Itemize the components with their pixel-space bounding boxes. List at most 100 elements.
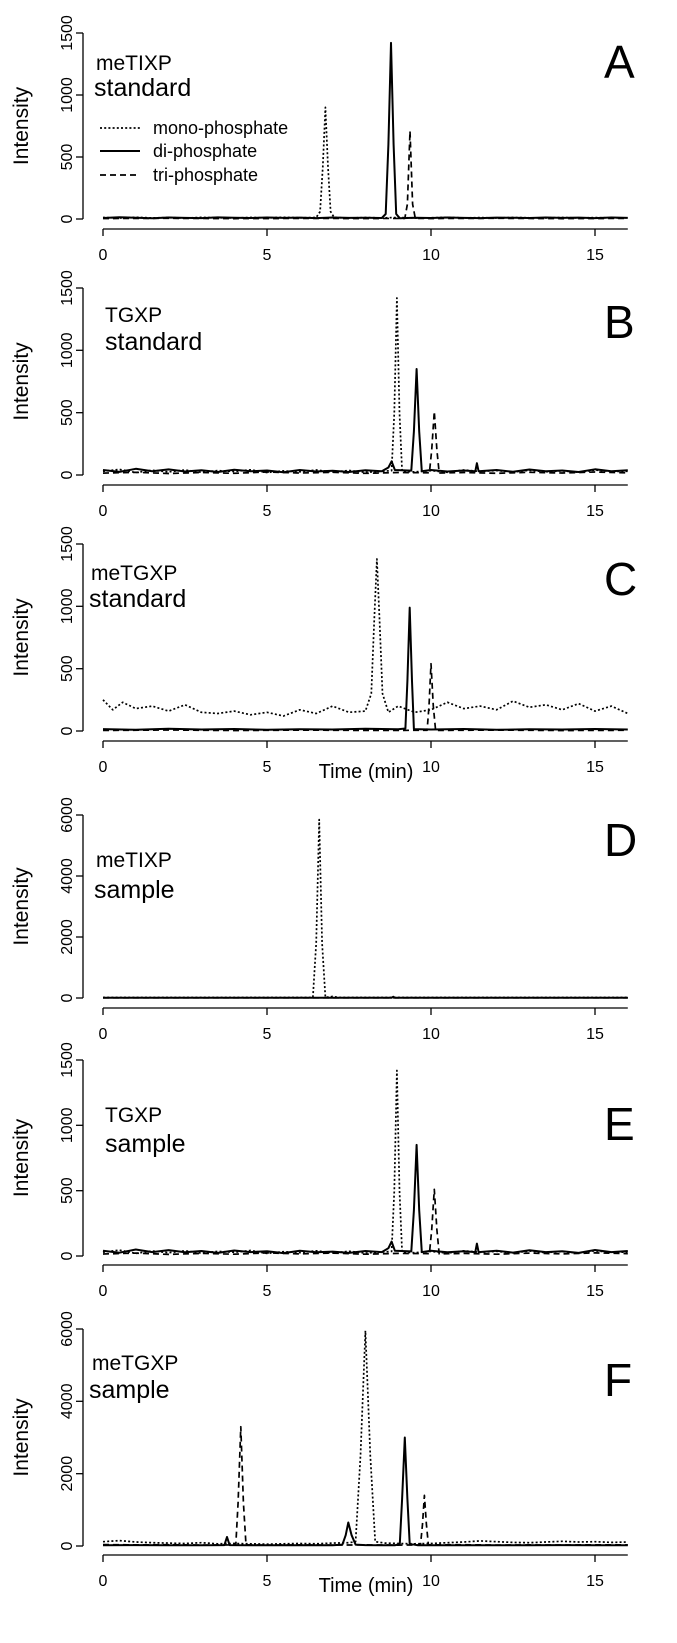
x-tick-label: 5 bbox=[263, 247, 272, 264]
panel-d: 0 2000 4000 6000 0 5 10 15 Intensity meTIXP sample… bbox=[10, 797, 637, 1043]
y-tick-label: 0 bbox=[59, 993, 76, 1002]
annotation-sample-type: sample bbox=[105, 1130, 186, 1158]
x-tick-label: 10 bbox=[422, 503, 440, 520]
panel-e: 0 500 1000 1500 0 5 10 15 Intensity TGXP sample E bbox=[10, 1042, 635, 1300]
series-line-di-phosphate bbox=[102, 368, 628, 474]
y-tick-label: 1000 bbox=[59, 332, 76, 368]
y-tick-label: 1000 bbox=[59, 588, 76, 624]
series-line-tri-phosphate bbox=[102, 1188, 628, 1256]
y-tick-label: 2000 bbox=[59, 1456, 76, 1492]
x-tick-label: 10 bbox=[422, 1026, 440, 1043]
y-tick-label: 0 bbox=[59, 726, 76, 735]
x-tick-label: 15 bbox=[586, 247, 604, 264]
x-tick-label: 10 bbox=[422, 759, 440, 776]
annotation-compound: meTIXP bbox=[96, 849, 172, 872]
annotation-compound: meTGXP bbox=[92, 1352, 178, 1375]
annotation-compound: TGXP bbox=[105, 304, 162, 327]
legend-entry: tri-phosphate bbox=[100, 165, 258, 185]
x-tick-label: 0 bbox=[99, 503, 108, 520]
y-axis-label: Intensity bbox=[10, 1398, 33, 1477]
y-tick-label: 500 bbox=[59, 655, 76, 682]
series-line-di-phosphate bbox=[102, 606, 628, 731]
x-tick-label: 5 bbox=[263, 1283, 272, 1300]
y-axis-label: Intensity bbox=[10, 342, 33, 421]
y-tick-label: 1500 bbox=[59, 270, 76, 306]
annotation-sample-type: standard bbox=[94, 74, 191, 102]
x-tick-label: 15 bbox=[586, 1283, 604, 1300]
panel-c: 0 500 1000 1500 0 5 10 15 Intensity Time (min) meT… bbox=[10, 526, 637, 783]
series-line-mono-phosphate bbox=[102, 558, 629, 717]
x-tick-label: 0 bbox=[99, 1573, 108, 1590]
x-tick-label: 0 bbox=[99, 759, 108, 776]
panel-letter: A bbox=[604, 36, 635, 88]
series-line-di-phosphate bbox=[103, 995, 628, 999]
panel-letter: B bbox=[604, 296, 635, 348]
y-tick-label: 2000 bbox=[59, 919, 76, 955]
y-tick-label: 0 bbox=[59, 470, 76, 479]
y-tick-label: 500 bbox=[59, 1177, 76, 1204]
annotation-compound: meTIXP bbox=[96, 52, 172, 75]
x-tick-label: 5 bbox=[263, 1573, 272, 1590]
y-axis-label: Intensity bbox=[10, 867, 33, 946]
annotation-sample-type: sample bbox=[94, 876, 175, 904]
y-tick-label: 4000 bbox=[59, 858, 76, 894]
x-tick-label: 10 bbox=[422, 247, 440, 264]
y-tick-label: 1500 bbox=[59, 15, 76, 51]
y-axis-label: Intensity bbox=[10, 86, 33, 165]
panel-a: 0 500 1000 1500 0 5 10 15 Intensity meTIXPstandar… bbox=[10, 15, 635, 264]
x-tick-label: 15 bbox=[586, 759, 604, 776]
y-axis-label: Intensity bbox=[10, 1118, 33, 1197]
y-tick-label: 500 bbox=[59, 399, 76, 426]
y-tick-label: 1500 bbox=[59, 1042, 76, 1078]
x-tick-label: 0 bbox=[99, 1026, 108, 1043]
x-tick-label: 0 bbox=[99, 247, 108, 264]
y-tick-label: 1000 bbox=[59, 77, 76, 113]
series-line-di-phosphate bbox=[102, 41, 628, 220]
panel-letter: F bbox=[604, 1354, 632, 1406]
series-line-di-phosphate bbox=[102, 1436, 628, 1547]
y-tick-label: 0 bbox=[59, 1251, 76, 1260]
annotation-sample-type: standard bbox=[89, 585, 186, 613]
x-axis-label: Time (min) bbox=[319, 1575, 414, 1597]
y-tick-label: 1500 bbox=[59, 526, 76, 562]
annotation-sample-type: standard bbox=[105, 328, 202, 356]
series-line-mono-phosphate bbox=[102, 1329, 628, 1546]
y-tick-label: 6000 bbox=[59, 797, 76, 833]
series-line-di-phosphate bbox=[102, 1143, 628, 1255]
series-line-tri-phosphate bbox=[102, 662, 628, 732]
x-tick-label: 5 bbox=[263, 1026, 272, 1043]
panel-letter: D bbox=[604, 814, 637, 866]
x-tick-label: 0 bbox=[99, 1283, 108, 1300]
y-tick-label: 0 bbox=[59, 214, 76, 223]
legend-label: tri-phosphate bbox=[153, 165, 258, 185]
annotation-sample-type: sample bbox=[89, 1376, 170, 1404]
y-tick-label: 1000 bbox=[59, 1107, 76, 1143]
annotation-compound: meTGXP bbox=[91, 562, 177, 585]
x-tick-label: 10 bbox=[422, 1283, 440, 1300]
y-tick-label: 0 bbox=[59, 1541, 76, 1550]
x-tick-label: 5 bbox=[263, 503, 272, 520]
series-line-mono-phosphate bbox=[102, 1069, 628, 1255]
legend-label: di-phosphate bbox=[153, 141, 257, 161]
legend: mono-phosphate di-phosphate tri-phosphate bbox=[100, 118, 288, 185]
panel-letter: C bbox=[604, 553, 637, 605]
x-tick-label: 15 bbox=[586, 1026, 604, 1043]
legend-label: mono-phosphate bbox=[153, 118, 288, 138]
legend-entry: mono-phosphate bbox=[100, 118, 288, 138]
y-tick-label: 6000 bbox=[59, 1311, 76, 1347]
x-tick-label: 15 bbox=[586, 1573, 604, 1590]
annotation-compound: TGXP bbox=[105, 1104, 162, 1127]
panel-f: 0 2000 4000 6000 0 5 10 15 Intensity Time (min) me… bbox=[10, 1311, 632, 1597]
y-axis-label: Intensity bbox=[10, 598, 33, 677]
y-tick-label: 4000 bbox=[59, 1383, 76, 1419]
x-tick-label: 10 bbox=[422, 1573, 440, 1590]
y-tick-label: 500 bbox=[59, 144, 76, 171]
x-axis-label: Time (min) bbox=[319, 761, 414, 783]
legend-entry: di-phosphate bbox=[100, 141, 257, 161]
x-tick-label: 15 bbox=[586, 503, 604, 520]
x-tick-label: 5 bbox=[263, 759, 272, 776]
panel-letter: E bbox=[604, 1098, 635, 1150]
